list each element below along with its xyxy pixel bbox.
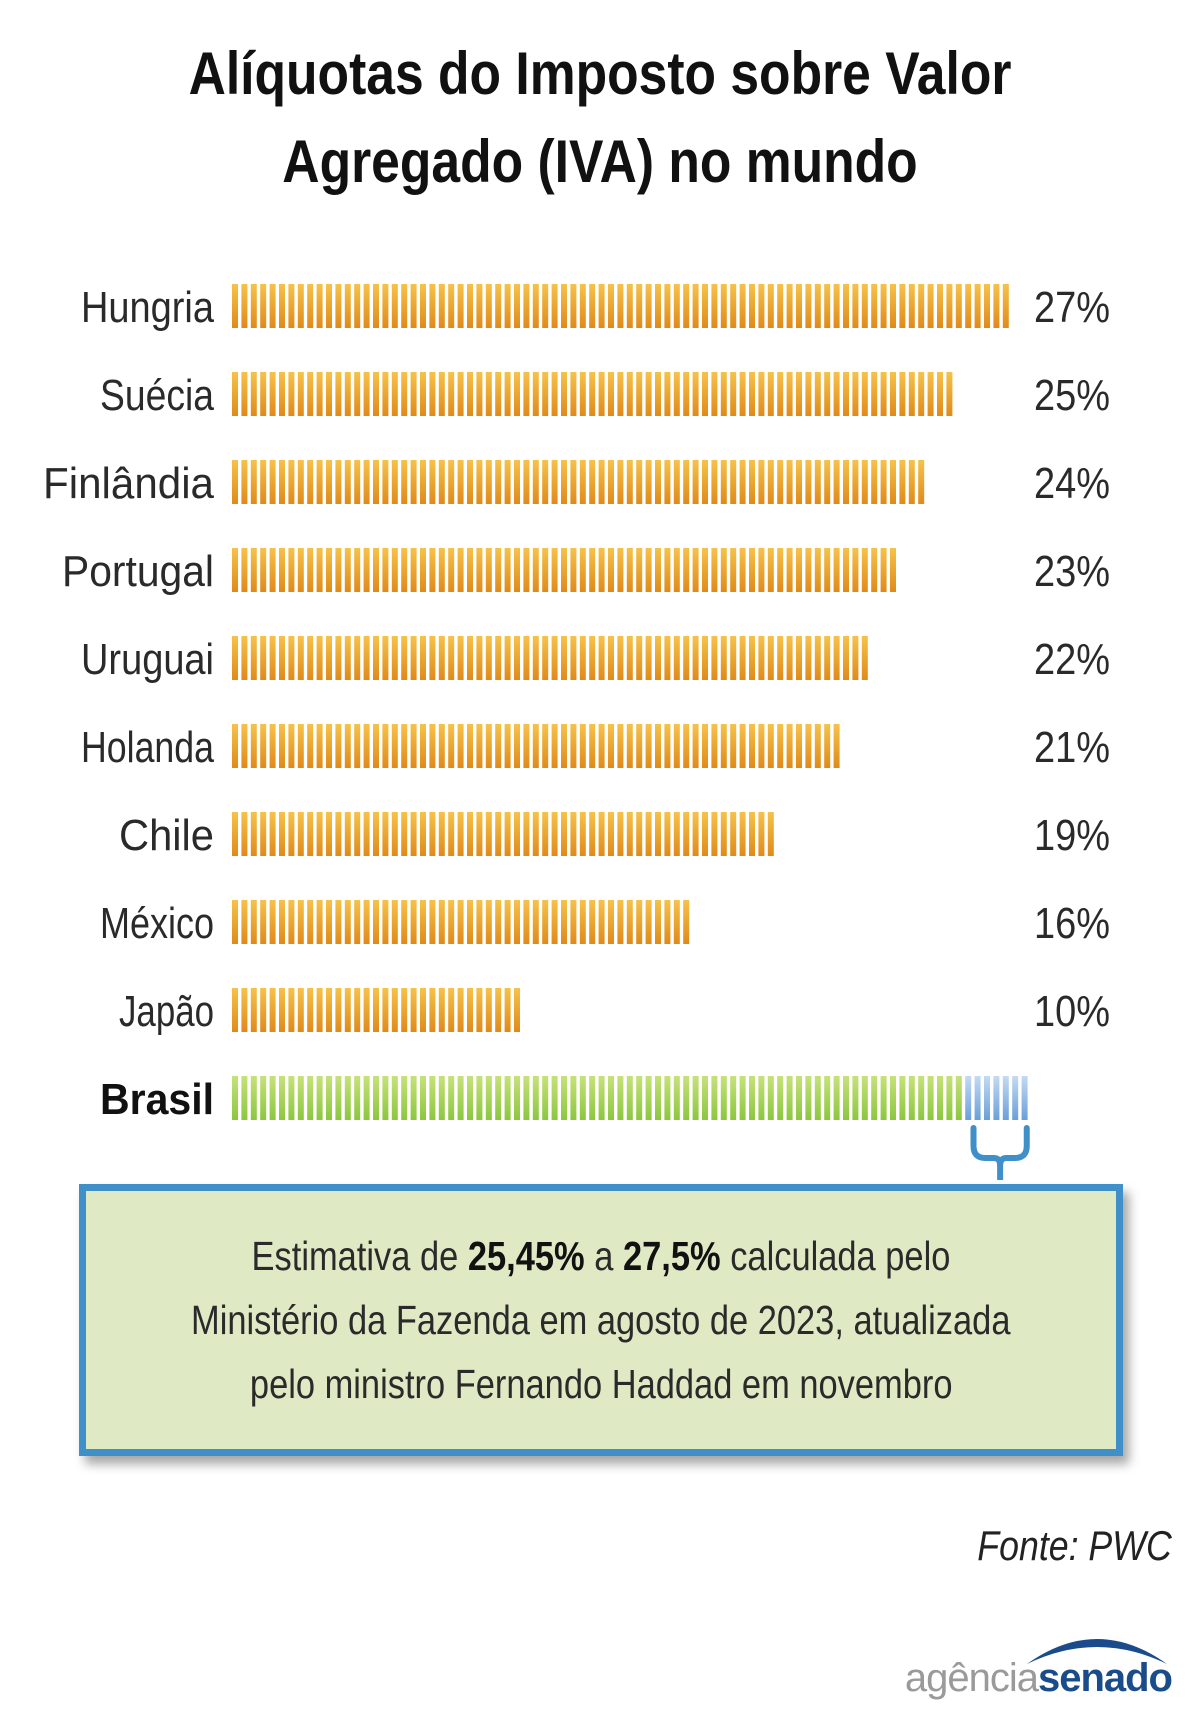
value-label-finlandia: 24% (1034, 459, 1110, 508)
category-label-hungria: Hungria (81, 283, 214, 332)
logo-word-agencia: agência (904, 1656, 1039, 1700)
estimate-high: 27,5% (622, 1233, 721, 1279)
value-label-chile: 19% (1034, 811, 1110, 860)
category-label-mexico: México (100, 899, 214, 948)
bar-mexico (232, 900, 690, 944)
bar-chart: Hungria 27% Suécia 25% Finlândia 24% Portugal 2… (43, 283, 1110, 1180)
bar-chile (232, 812, 774, 856)
category-label-chile: Chile (119, 811, 214, 860)
category-label-holanda: Holanda (81, 723, 214, 772)
range-bracket (970, 1125, 1030, 1180)
value-label-mexico: 16% (1034, 899, 1110, 948)
bar-suecia (232, 372, 953, 416)
estimate-low: 25,45% (467, 1233, 585, 1279)
bar-brasil (232, 1076, 1028, 1120)
agencia-senado-logo: agênciasenado (872, 1618, 1173, 1708)
bar-uruguai (232, 636, 868, 680)
bar-finlandia (232, 460, 925, 504)
title-line-2: Agregado (IVA) no mundo (282, 128, 918, 195)
category-label-japao: Japão (119, 987, 214, 1036)
category-label-brasil: Brasil (100, 1075, 214, 1124)
category-label-suecia: Suécia (100, 371, 214, 420)
source-note: Fonte: PWC (977, 1522, 1172, 1569)
callout-line-1: Estimativa de 25,45% a 27,5% calculada p… (251, 1233, 951, 1279)
value-label-japao: 10% (1034, 987, 1110, 1036)
bar-hungria (232, 284, 1009, 328)
category-label-portugal: Portugal (62, 547, 214, 596)
title-line-1: Alíquotas do Imposto sobre Valor (188, 40, 1012, 107)
category-label-finlandia: Finlândia (43, 459, 215, 508)
value-label-suecia: 25% (1034, 371, 1110, 420)
estimate-callout: Estimativa de 25,45% a 27,5% calculada p… (79, 1184, 1123, 1456)
chart-title: Alíquotas do Imposto sobre Valor Agregad… (84, 30, 1116, 206)
bar-holanda (232, 724, 840, 768)
callout-line-3: pelo ministro Fernando Haddad em novembr… (249, 1361, 953, 1407)
value-label-holanda: 21% (1034, 723, 1110, 772)
callout-line-2: Ministério da Fazenda em agosto de 2023,… (191, 1297, 1011, 1343)
category-label-uruguai: Uruguai (81, 635, 214, 684)
logo-arc-icon (1027, 1639, 1167, 1664)
value-label-uruguai: 22% (1034, 635, 1110, 684)
value-label-hungria: 27% (1034, 283, 1110, 332)
logo-word-senado: senado (1037, 1656, 1173, 1700)
bar-portugal (232, 548, 896, 592)
value-label-portugal: 23% (1034, 547, 1110, 596)
bar-japao (232, 988, 520, 1032)
